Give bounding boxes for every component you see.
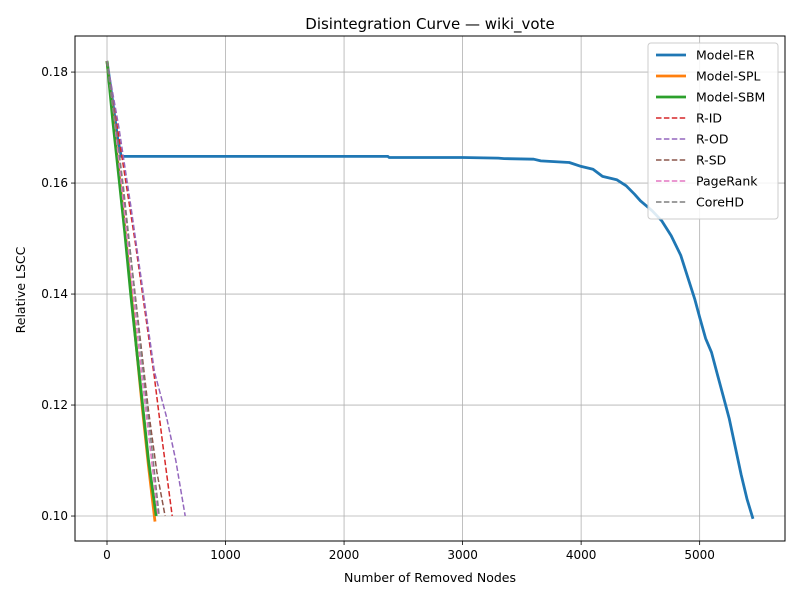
legend-label: PageRank xyxy=(696,174,758,189)
legend-box xyxy=(647,42,779,220)
y-tick-label: 0.10 xyxy=(41,509,68,523)
legend-label: CoreHD xyxy=(696,195,744,210)
x-tick-label: 5000 xyxy=(684,548,715,562)
series-line-r-id xyxy=(106,60,173,517)
series-line-corehd xyxy=(106,60,160,517)
x-tick-label: 3000 xyxy=(447,548,478,562)
x-tick-label: 4000 xyxy=(566,548,597,562)
legend: Model-ER Model-SPL Model-SBM R-ID R-OD R-SD Pa… xyxy=(647,42,779,220)
legend-label: Model-SPL xyxy=(696,69,761,84)
chart-title: Disintegration Curve — wiki_vote xyxy=(305,15,554,34)
x-tick-label: 2000 xyxy=(329,548,360,562)
x-axis-label: Number of Removed Nodes xyxy=(344,570,516,585)
legend-label: R-SD xyxy=(696,153,726,168)
y-axis-label: Relative LSCC xyxy=(13,246,28,333)
axis-ticks: 0 1000 2000 3000 4000 5000 0.10 0.12 0.14 0.16 0.1… xyxy=(41,65,715,562)
legend-label: R-ID xyxy=(696,111,722,126)
legend-label: R-OD xyxy=(696,132,729,147)
x-tick-label: 1000 xyxy=(210,548,241,562)
series-line-model-er xyxy=(105,60,755,520)
x-tick-label: 0 xyxy=(103,548,111,562)
series-line-model-sbm xyxy=(105,60,158,517)
y-tick-label: 0.16 xyxy=(41,176,68,190)
plot-frame xyxy=(74,35,786,542)
legend-label: Model-ER xyxy=(696,48,755,63)
y-tick-label: 0.14 xyxy=(41,287,68,301)
y-tick-label: 0.18 xyxy=(41,65,68,79)
y-tick-label: 0.12 xyxy=(41,398,68,412)
plot-series xyxy=(105,60,755,522)
series-line-r-od xyxy=(106,60,186,517)
legend-label: Model-SBM xyxy=(696,90,765,105)
